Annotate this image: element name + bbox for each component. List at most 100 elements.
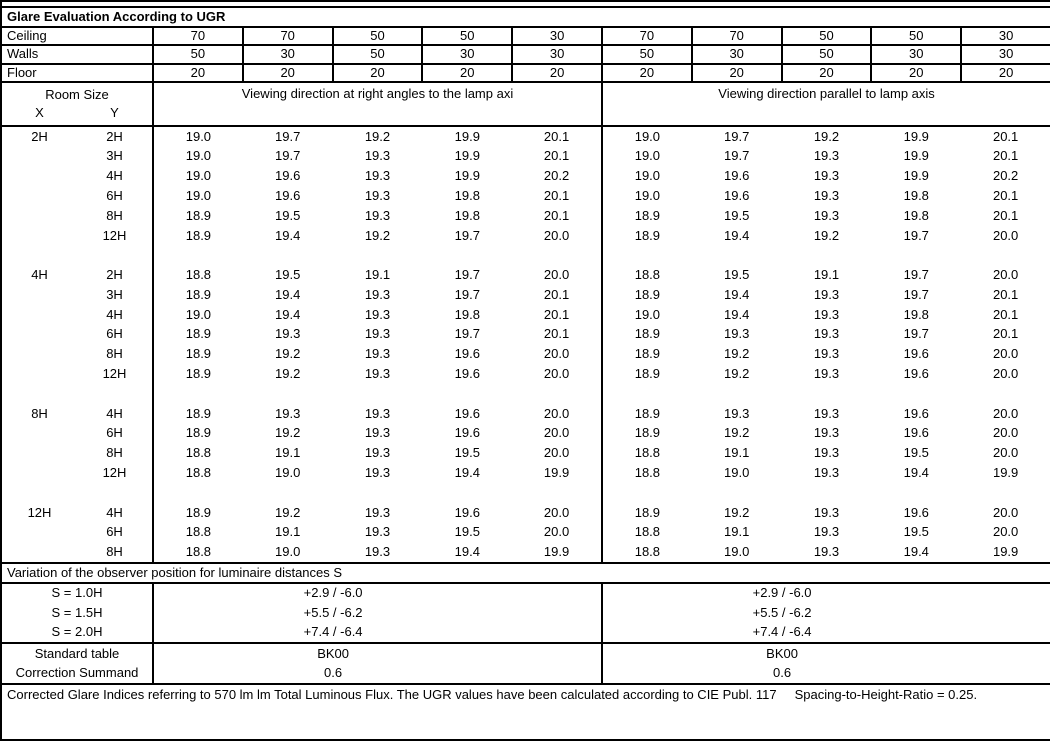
ugr-value: 19.8 — [903, 306, 929, 322]
y-cell: 4H — [106, 504, 123, 520]
ugr-value: 19.6 — [903, 405, 929, 421]
variation-row: S = 1.0H +2.9 / -6.0 +2.9 / -6.0 — [1, 582, 1050, 604]
ugr-value: 19.3 — [813, 346, 840, 362]
ugr-cell — [871, 483, 961, 503]
surface-row: Ceiling 70 70 50 50 30 70 70 50 50 30 — [0, 25, 1050, 47]
ugr-cell — [512, 483, 602, 503]
variation-value-right: +2.9 / -6.0 — [600, 582, 962, 604]
ugr-value: 19.2 — [275, 504, 301, 520]
summary-value-right: BK00 — [600, 642, 962, 664]
ugr-value: 19.0 — [600, 186, 692, 206]
ugr-cell — [152, 483, 243, 503]
ugr-value: 18.9 — [152, 502, 243, 523]
group-gap-row — [1, 384, 1050, 404]
surface-value: 20 — [421, 62, 514, 83]
y-cell: 12H — [102, 465, 127, 481]
ugr-value: 19.4 — [724, 286, 750, 302]
page-title: Glare Evaluation According to UGR — [1, 7, 1050, 28]
y-cell: 8H — [106, 346, 123, 362]
ugr-value: 20.1 — [992, 326, 1019, 342]
ugr-value: 19.1 — [813, 267, 840, 283]
variation-header-row: Variation of the observer position for l… — [1, 562, 1050, 584]
surface-value: 30 — [421, 44, 514, 65]
footer-row: Corrected Glare Indices referring to 570… — [1, 683, 1050, 741]
ugr-value: 20.0 — [543, 366, 570, 382]
ugr-value: 19.6 — [454, 405, 480, 421]
ugr-value: 19.3 — [813, 207, 840, 223]
ugr-value: 19.6 — [454, 346, 480, 362]
ugr-value: 20.0 — [992, 227, 1019, 243]
ugr-cell — [782, 384, 872, 404]
ugr-value: 19.3 — [813, 306, 840, 322]
pad-cell — [961, 603, 1050, 623]
ugr-value: 19.2 — [275, 366, 301, 382]
title-row: Glare Evaluation According to UGR — [1, 7, 1050, 28]
ugr-cell — [512, 246, 602, 266]
ugr-value: 19.4 — [275, 286, 301, 302]
ugr-cell — [333, 483, 423, 503]
surface-value: 50 — [331, 44, 424, 65]
y-cell — [77, 384, 153, 404]
ugr-row: 12H 18.9 19.2 19.3 19.6 20.0 18.9 19.2 19.3 19.6 2… — [1, 364, 1050, 385]
ugr-value: 18.9 — [152, 423, 243, 444]
ugr-value: 20.2 — [543, 168, 570, 184]
ugr-value: 18.9 — [152, 324, 243, 345]
surface-label: Floor — [0, 62, 154, 83]
ugr-value: 19.9 — [454, 148, 480, 164]
ugr-cell — [512, 384, 602, 404]
y-cell: 2H — [106, 267, 123, 283]
variation-value-right: +7.4 / -6.4 — [600, 622, 962, 644]
y-cell — [77, 483, 153, 503]
ugr-value: 18.9 — [600, 344, 692, 365]
surface-value: 50 — [152, 44, 244, 65]
surface-row: Floor 20 20 20 20 20 20 20 20 20 20 — [0, 62, 1050, 83]
ugr-value: 20.0 — [992, 405, 1019, 421]
ugr-value: 19.2 — [724, 346, 750, 362]
ugr-value: 20.1 — [992, 306, 1019, 322]
x-cell — [1, 147, 77, 167]
ugr-value: 19.0 — [724, 465, 750, 481]
ugr-value: 18.8 — [152, 522, 243, 543]
y-cell: 8H — [106, 445, 123, 461]
ugr-value: 19.2 — [275, 425, 301, 441]
ugr-cell — [243, 384, 333, 404]
ugr-value: 20.1 — [992, 148, 1019, 164]
pad-cell — [512, 642, 602, 664]
ugr-value: 20.1 — [543, 286, 570, 302]
ugr-value: 18.9 — [600, 502, 692, 523]
ugr-value: 19.6 — [275, 168, 301, 184]
ugr-value: 19.3 — [364, 306, 391, 322]
y-cell: 4H — [106, 168, 123, 184]
surface-value: 20 — [870, 62, 963, 83]
ugr-value: 19.2 — [813, 227, 840, 243]
ugr-value: 19.5 — [275, 267, 301, 283]
ugr-value: 19.8 — [903, 187, 929, 203]
ugr-value: 19.0 — [275, 544, 301, 560]
ugr-value: 19.8 — [454, 306, 480, 322]
surface-value: 20 — [690, 62, 783, 83]
y-column-label: Y — [110, 104, 119, 120]
x-cell — [1, 305, 77, 325]
ugr-value: 19.6 — [724, 187, 750, 203]
ugr-row: 8H 18.8 19.1 19.3 19.5 20.0 18.8 19.1 19.3 19.5 20… — [1, 443, 1050, 464]
ugr-row: 12H 4H 18.9 19.2 19.3 19.6 20.0 18.9 19.2 19.3 19.… — [1, 502, 1050, 523]
ugr-value: 19.3 — [364, 326, 391, 342]
x-cell — [1, 166, 77, 186]
ugr-value: 19.3 — [364, 207, 391, 223]
y-cell: 8H — [106, 207, 123, 223]
ugr-value: 19.3 — [813, 405, 840, 421]
x-cell: 4H — [31, 267, 48, 283]
ugr-value: 19.2 — [364, 128, 391, 144]
ugr-cell — [243, 483, 333, 503]
pad-cell — [961, 642, 1050, 664]
surface-value: 70 — [241, 25, 334, 47]
x-cell — [1, 186, 77, 206]
x-column-label: X — [35, 104, 44, 120]
ugr-row: 6H 18.9 19.3 19.3 19.7 20.1 18.9 19.3 19.3 19.7 20… — [1, 324, 1050, 345]
surface-value: 30 — [241, 44, 334, 65]
ugr-value: 20.1 — [543, 128, 570, 144]
ugr-value: 19.6 — [903, 366, 929, 382]
ugr-value: 20.1 — [992, 128, 1019, 144]
ugr-cell — [871, 246, 961, 266]
